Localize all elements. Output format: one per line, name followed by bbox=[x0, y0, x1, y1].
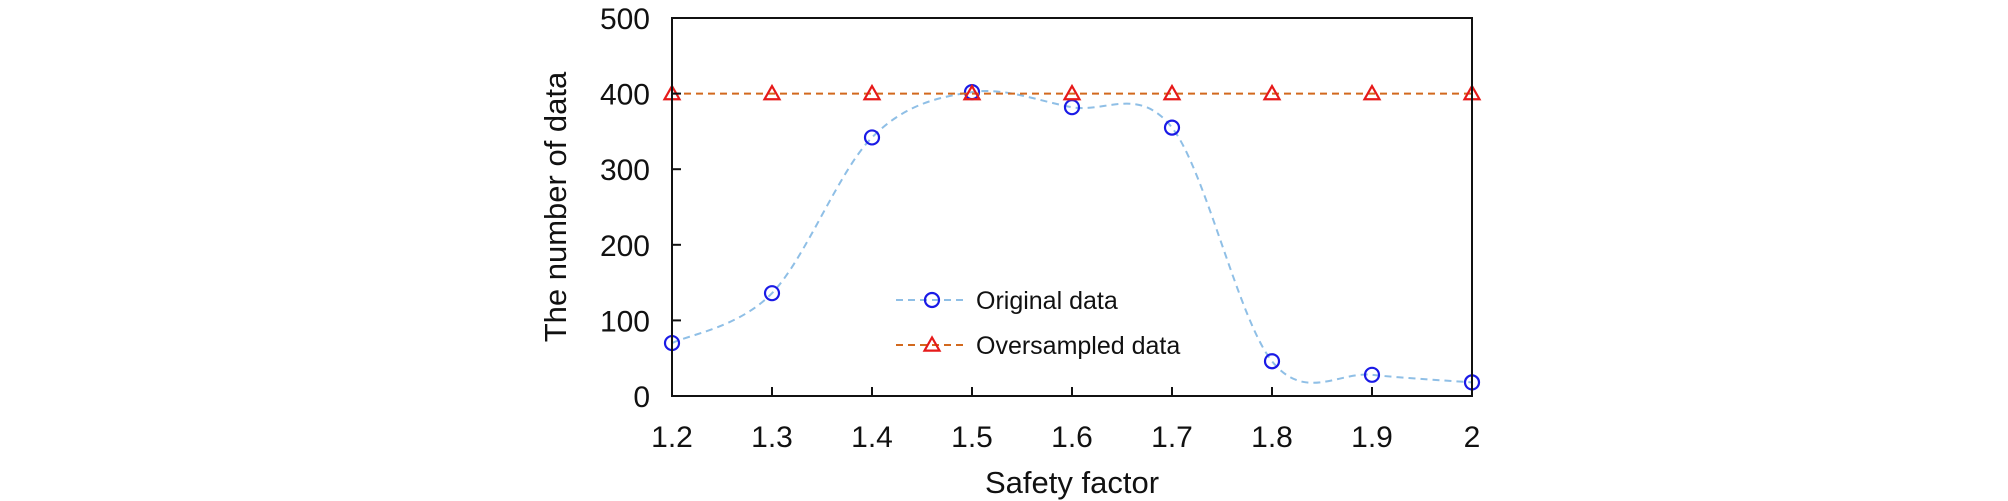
legend-item-original-data: Original data bbox=[896, 287, 1118, 315]
legend: Original data Oversampled data bbox=[896, 287, 1180, 360]
x-tick-label: 1.6 bbox=[1051, 421, 1093, 454]
y-tick-label: 0 bbox=[633, 381, 650, 414]
x-tick-label: 1.5 bbox=[951, 421, 993, 454]
data-point bbox=[1163, 119, 1181, 136]
series-1 bbox=[662, 83, 1482, 101]
x-axis-ticks: 1.2 1.3 1.4 1.5 1.6 1.7 1.8 1.9 2 bbox=[651, 387, 1480, 454]
legend-label-oversampled-data: Oversampled data bbox=[976, 332, 1180, 360]
data-point bbox=[1162, 83, 1182, 101]
y-tick-label: 200 bbox=[600, 230, 650, 263]
legend-marker-oversampled-data bbox=[922, 335, 942, 352]
legend-item-oversampled-data: Oversampled data bbox=[896, 332, 1180, 360]
legend-marker-original-data bbox=[923, 291, 941, 309]
x-tick-label: 1.3 bbox=[751, 421, 793, 454]
data-point bbox=[1263, 353, 1281, 370]
data-point bbox=[863, 129, 881, 146]
x-tick-label: 2 bbox=[1464, 421, 1481, 454]
data-point bbox=[1363, 366, 1381, 383]
x-tick-label: 1.9 bbox=[1351, 421, 1393, 454]
data-point bbox=[1362, 83, 1382, 101]
x-tick-label: 1.2 bbox=[651, 421, 693, 454]
legend-label-original-data: Original data bbox=[976, 287, 1118, 315]
x-tick-label: 1.4 bbox=[851, 421, 893, 454]
y-tick-label: 400 bbox=[600, 79, 650, 112]
y-tick-label: 300 bbox=[600, 154, 650, 187]
data-point bbox=[1062, 83, 1082, 101]
x-axis-title: Safety factor bbox=[985, 465, 1159, 500]
x-tick-label: 1.7 bbox=[1151, 421, 1193, 454]
y-axis-ticks: 0 100 200 300 400 500 bbox=[600, 3, 681, 414]
y-axis-title: The number of data bbox=[538, 71, 573, 342]
y-tick-label: 500 bbox=[600, 3, 650, 36]
data-point bbox=[762, 83, 782, 101]
data-point bbox=[763, 285, 781, 302]
data-point bbox=[962, 83, 982, 101]
series-line bbox=[671, 90, 1473, 384]
y-tick-label: 100 bbox=[600, 305, 650, 338]
x-tick-label: 1.8 bbox=[1251, 421, 1293, 454]
data-point bbox=[1262, 83, 1282, 101]
data-point bbox=[862, 83, 882, 101]
